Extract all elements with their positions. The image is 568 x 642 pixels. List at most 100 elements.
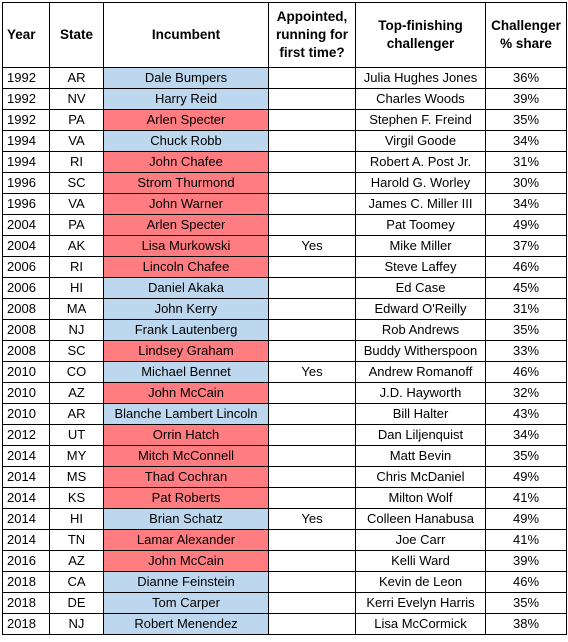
challenger-cell[interactable]: Milton Wolf (355, 487, 486, 509)
incumbent-cell[interactable]: Blanche Lambert Lincoln (103, 403, 269, 425)
state-cell[interactable]: AK (49, 235, 104, 257)
incumbent-cell[interactable]: Orrin Hatch (103, 424, 269, 446)
appointed-cell[interactable] (268, 193, 356, 215)
year-cell[interactable]: 1992 (2, 109, 50, 131)
challenger-cell[interactable]: Virgil Goode (355, 130, 486, 152)
appointed-cell[interactable] (268, 151, 356, 173)
incumbent-cell[interactable]: Michael Bennet (103, 361, 269, 383)
incumbent-cell[interactable]: Lamar Alexander (103, 529, 269, 551)
incumbent-cell[interactable]: Strom Thurmond (103, 172, 269, 194)
share-cell[interactable]: 34% (485, 424, 567, 446)
year-cell[interactable]: 1996 (2, 172, 50, 194)
share-cell[interactable]: 35% (485, 592, 567, 614)
year-cell[interactable]: 2008 (2, 298, 50, 320)
year-cell[interactable]: 2004 (2, 214, 50, 236)
appointed-cell[interactable] (268, 529, 356, 551)
state-cell[interactable]: NJ (49, 613, 104, 635)
state-cell[interactable]: UT (49, 424, 104, 446)
incumbent-cell[interactable]: Lincoln Chafee (103, 256, 269, 278)
challenger-cell[interactable]: Pat Toomey (355, 214, 486, 236)
year-cell[interactable]: 2012 (2, 424, 50, 446)
year-cell[interactable]: 2010 (2, 361, 50, 383)
challenger-cell[interactable]: Kevin de Leon (355, 571, 486, 593)
challenger-cell[interactable]: Joe Carr (355, 529, 486, 551)
incumbent-cell[interactable]: Dianne Feinstein (103, 571, 269, 593)
challenger-cell[interactable]: Kelli Ward (355, 550, 486, 572)
header-appointed[interactable]: Appointed, running for first time? (268, 2, 356, 68)
header-challenger[interactable]: Top-finishing challenger (355, 2, 486, 68)
year-cell[interactable]: 2010 (2, 403, 50, 425)
share-cell[interactable]: 35% (485, 319, 567, 341)
state-cell[interactable]: DE (49, 592, 104, 614)
challenger-cell[interactable]: Dan Liljenquist (355, 424, 486, 446)
appointed-cell[interactable] (268, 466, 356, 488)
state-cell[interactable]: MY (49, 445, 104, 467)
year-cell[interactable]: 2014 (2, 487, 50, 509)
share-cell[interactable]: 38% (485, 613, 567, 635)
incumbent-cell[interactable]: Arlen Specter (103, 109, 269, 131)
challenger-cell[interactable]: Ed Case (355, 277, 486, 299)
appointed-cell[interactable] (268, 424, 356, 446)
incumbent-cell[interactable]: Lindsey Graham (103, 340, 269, 362)
state-cell[interactable]: AZ (49, 382, 104, 404)
state-cell[interactable]: TN (49, 529, 104, 551)
state-cell[interactable]: MS (49, 466, 104, 488)
year-cell[interactable]: 1994 (2, 130, 50, 152)
header-year[interactable]: Year (2, 2, 50, 68)
challenger-cell[interactable]: Harold G. Worley (355, 172, 486, 194)
incumbent-cell[interactable]: Thad Cochran (103, 466, 269, 488)
share-cell[interactable]: 33% (485, 340, 567, 362)
share-cell[interactable]: 49% (485, 508, 567, 530)
challenger-cell[interactable]: Buddy Witherspoon (355, 340, 486, 362)
share-cell[interactable]: 30% (485, 172, 567, 194)
state-cell[interactable]: MA (49, 298, 104, 320)
appointed-cell[interactable] (268, 67, 356, 89)
year-cell[interactable]: 2016 (2, 550, 50, 572)
challenger-cell[interactable]: Robert A. Post Jr. (355, 151, 486, 173)
share-cell[interactable]: 46% (485, 361, 567, 383)
year-cell[interactable]: 2008 (2, 319, 50, 341)
state-cell[interactable]: SC (49, 172, 104, 194)
appointed-cell[interactable] (268, 382, 356, 404)
year-cell[interactable]: 2008 (2, 340, 50, 362)
incumbent-cell[interactable]: Pat Roberts (103, 487, 269, 509)
share-cell[interactable]: 31% (485, 151, 567, 173)
appointed-cell[interactable] (268, 487, 356, 509)
incumbent-cell[interactable]: John Warner (103, 193, 269, 215)
share-cell[interactable]: 39% (485, 550, 567, 572)
appointed-cell[interactable] (268, 319, 356, 341)
state-cell[interactable]: NJ (49, 319, 104, 341)
share-cell[interactable]: 41% (485, 529, 567, 551)
incumbent-cell[interactable]: Mitch McConnell (103, 445, 269, 467)
incumbent-cell[interactable]: Lisa Murkowski (103, 235, 269, 257)
state-cell[interactable]: KS (49, 487, 104, 509)
share-cell[interactable]: 39% (485, 88, 567, 110)
incumbent-cell[interactable]: Dale Bumpers (103, 67, 269, 89)
appointed-cell[interactable] (268, 214, 356, 236)
challenger-cell[interactable]: Matt Bevin (355, 445, 486, 467)
challenger-cell[interactable]: Colleen Hanabusa (355, 508, 486, 530)
incumbent-cell[interactable]: Arlen Specter (103, 214, 269, 236)
share-cell[interactable]: 36% (485, 67, 567, 89)
state-cell[interactable]: RI (49, 256, 104, 278)
appointed-cell[interactable] (268, 550, 356, 572)
appointed-cell[interactable]: Yes (268, 508, 356, 530)
year-cell[interactable]: 2006 (2, 277, 50, 299)
incumbent-cell[interactable]: John Kerry (103, 298, 269, 320)
share-cell[interactable]: 46% (485, 256, 567, 278)
challenger-cell[interactable]: Rob Andrews (355, 319, 486, 341)
state-cell[interactable]: AZ (49, 550, 104, 572)
appointed-cell[interactable] (268, 592, 356, 614)
share-cell[interactable]: 49% (485, 214, 567, 236)
appointed-cell[interactable] (268, 613, 356, 635)
appointed-cell[interactable]: Yes (268, 361, 356, 383)
year-cell[interactable]: 2018 (2, 613, 50, 635)
share-cell[interactable]: 43% (485, 403, 567, 425)
share-cell[interactable]: 45% (485, 277, 567, 299)
share-cell[interactable]: 41% (485, 487, 567, 509)
state-cell[interactable]: VA (49, 130, 104, 152)
year-cell[interactable]: 2014 (2, 466, 50, 488)
share-cell[interactable]: 34% (485, 130, 567, 152)
challenger-cell[interactable]: James C. Miller III (355, 193, 486, 215)
year-cell[interactable]: 1996 (2, 193, 50, 215)
